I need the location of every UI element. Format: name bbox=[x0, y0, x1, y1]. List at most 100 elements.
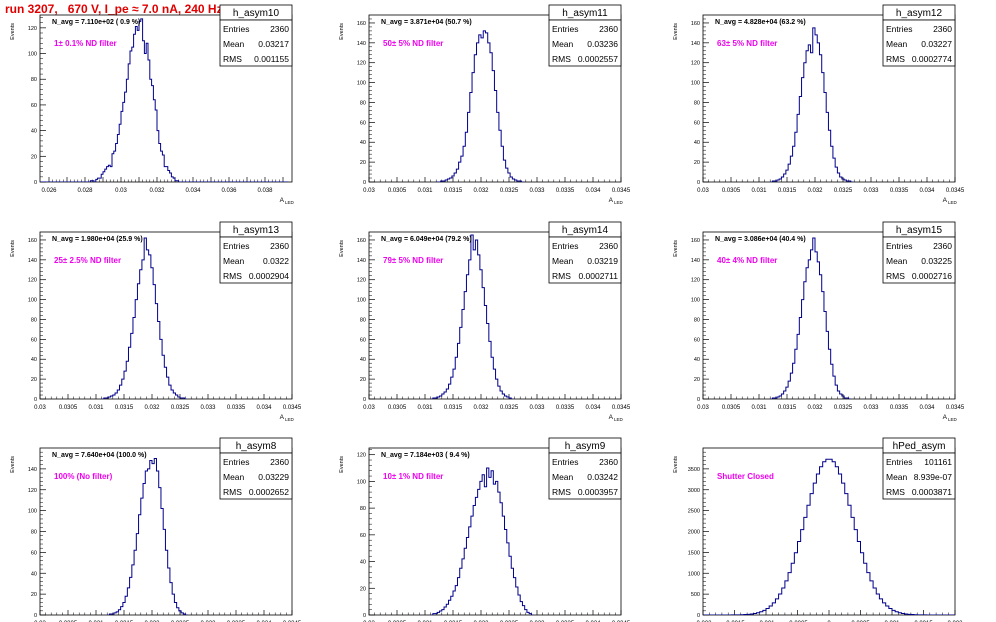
x-tick-label: 0.034 bbox=[256, 405, 272, 411]
stats-value-entries: 2360 bbox=[270, 24, 289, 34]
y-tick-label: 160 bbox=[691, 238, 700, 244]
y-axis-label: Events bbox=[339, 23, 345, 40]
x-tick-label: 0.026 bbox=[41, 188, 57, 194]
histogram-line bbox=[40, 18, 289, 182]
histogram-line bbox=[430, 234, 514, 399]
y-axis-label: Events bbox=[339, 240, 345, 257]
y-tick-label: 40 bbox=[31, 357, 37, 363]
x-tick-label: 0.034 bbox=[585, 405, 601, 411]
filter-label: 79± 5% ND filter bbox=[383, 256, 443, 265]
filter-label: 63± 5% ND filter bbox=[717, 39, 777, 48]
x-tick-label: 0.0305 bbox=[59, 405, 78, 411]
x-tick-label: 0.0335 bbox=[556, 188, 575, 194]
histogram-panel-h_asym12: Events A LED 0.03 0.0305 0.031 0.0315 0.032 0.03… bbox=[673, 4, 965, 205]
x-tick-label: 0.03 bbox=[34, 405, 46, 411]
stats-value-mean: 0.03236 bbox=[587, 39, 618, 49]
stats-value-entries: 101161 bbox=[924, 457, 952, 467]
filter-label: 10± 1% ND filter bbox=[383, 472, 443, 481]
y-tick-label: 100 bbox=[357, 298, 366, 304]
stats-label-mean: Mean bbox=[552, 256, 574, 266]
navg-label: N_avg = 7.640e+04 (100.0 %) bbox=[52, 452, 147, 459]
x-tick-label: 0.032 bbox=[807, 188, 823, 194]
x-tick-label: 0.032 bbox=[149, 188, 165, 194]
x-tick-label: 0.0325 bbox=[834, 405, 853, 411]
y-tick-label: 20 bbox=[360, 160, 366, 166]
plot-frame bbox=[368, 447, 622, 616]
navg-label: N_avg = 3.871e+04 (50.7 %) bbox=[381, 19, 472, 26]
histogram-line bbox=[770, 27, 854, 182]
stats-label-entries: Entries bbox=[223, 241, 249, 251]
y-tick-label: 120 bbox=[357, 453, 366, 459]
stats-label-entries: Entries bbox=[552, 24, 578, 34]
histogram-name: h_asym8 bbox=[236, 441, 277, 452]
x-tick-label: 0.031 bbox=[88, 405, 104, 411]
stats-value-entries: 2360 bbox=[270, 457, 289, 467]
x-tick-label: 0.0315 bbox=[444, 405, 463, 411]
histogram-panel-h_asym10: Events A LED 0.026 0.028 0.03 0.032 0.034 0.036 0… bbox=[10, 4, 295, 205]
stats-label-rms: RMS bbox=[552, 487, 571, 497]
y-tick-label: 100 bbox=[28, 52, 37, 58]
x-tick-label: 0.031 bbox=[751, 188, 767, 194]
y-tick-label: 140 bbox=[357, 41, 366, 47]
y-tick-label: 100 bbox=[691, 81, 700, 87]
y-tick-label: 60 bbox=[694, 120, 700, 126]
x-tick-label: 0.0325 bbox=[500, 405, 519, 411]
y-tick-label: 40 bbox=[360, 560, 366, 566]
y-tick-label: 160 bbox=[357, 238, 366, 244]
stats-label-mean: Mean bbox=[886, 39, 908, 49]
stats-label-entries: Entries bbox=[552, 457, 578, 467]
y-tick-label: 20 bbox=[31, 592, 37, 598]
filter-label: 25± 2.5% ND filter bbox=[54, 256, 121, 265]
x-axis-label: A bbox=[280, 197, 285, 204]
y-tick-label: 20 bbox=[694, 377, 700, 383]
stats-value-entries: 2360 bbox=[599, 24, 618, 34]
x-axis-label-subscript: LED bbox=[614, 417, 624, 422]
y-axis-label: Events bbox=[10, 23, 16, 40]
stats-value-entries: 2360 bbox=[270, 241, 289, 251]
x-axis-label-subscript: LED bbox=[285, 417, 295, 422]
stats-value-mean: 0.03227 bbox=[921, 39, 952, 49]
y-tick-label: 60 bbox=[31, 550, 37, 556]
histogram-name: h_asym13 bbox=[233, 225, 280, 236]
stats-value-entries: 2360 bbox=[933, 24, 952, 34]
stats-label-rms: RMS bbox=[886, 271, 905, 281]
y-tick-label: 100 bbox=[691, 298, 700, 304]
histogram-panel-h_asym14: Events A LED 0.03 0.0305 0.031 0.0315 0.032 0.03… bbox=[339, 221, 631, 422]
x-tick-label: 0.0345 bbox=[946, 405, 965, 411]
stats-box bbox=[219, 19, 293, 67]
x-tick-label: 0.033 bbox=[529, 188, 545, 194]
x-tick-label: 0.0335 bbox=[556, 405, 575, 411]
filter-label: Shutter Closed bbox=[717, 472, 774, 481]
x-tick-label: 0.0305 bbox=[388, 188, 407, 194]
y-tick-label: 0 bbox=[697, 613, 700, 619]
y-tick-label: 1500 bbox=[688, 550, 700, 556]
stats-label-rms: RMS bbox=[552, 271, 571, 281]
stats-value-rms: 0.0002557 bbox=[578, 54, 618, 64]
y-tick-label: 80 bbox=[31, 317, 37, 323]
y-axis-label: Events bbox=[10, 456, 16, 473]
histogram-panel-hPed_asym: EventsALED-0.002-0.0015-0.001-0.000500.0… bbox=[673, 437, 963, 622]
y-axis-label: Events bbox=[673, 23, 679, 40]
y-tick-label: 0 bbox=[697, 180, 700, 186]
y-tick-label: 40 bbox=[694, 140, 700, 146]
x-axis-label: A bbox=[280, 414, 285, 421]
x-tick-label: 0.0335 bbox=[890, 188, 909, 194]
x-tick-label: 0.0315 bbox=[778, 188, 797, 194]
stats-value-mean: 0.03219 bbox=[587, 256, 618, 266]
x-tick-label: 0.031 bbox=[751, 405, 767, 411]
stats-box bbox=[882, 236, 956, 284]
y-tick-label: 120 bbox=[28, 488, 37, 494]
y-tick-label: 120 bbox=[28, 26, 37, 32]
histogram-name: h_asym14 bbox=[562, 225, 609, 236]
y-tick-label: 80 bbox=[31, 530, 37, 536]
y-tick-label: 1000 bbox=[688, 571, 700, 577]
stats-label-entries: Entries bbox=[223, 457, 249, 467]
y-tick-label: 140 bbox=[691, 258, 700, 264]
histogram-line bbox=[430, 467, 534, 615]
x-tick-label: 0.033 bbox=[863, 188, 879, 194]
histogram-name: h_asym12 bbox=[896, 8, 943, 19]
stats-value-mean: 0.0322 bbox=[263, 256, 289, 266]
stats-value-rms: 0.001155 bbox=[254, 54, 289, 64]
stats-box bbox=[882, 452, 956, 500]
